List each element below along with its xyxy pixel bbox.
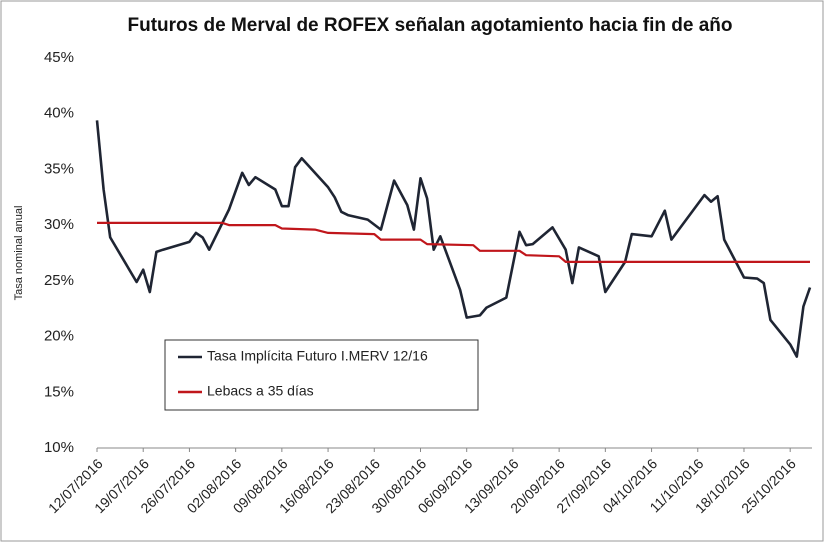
y-tick-label: 35% xyxy=(44,160,74,177)
line-series xyxy=(95,120,812,358)
y-tick-label: 30% xyxy=(44,216,74,233)
y-axis-label: Tasa nominal anual xyxy=(13,206,25,301)
legend-label: Lebacs a 35 días xyxy=(207,383,314,399)
line-series xyxy=(97,221,810,263)
y-tick-label: 20% xyxy=(44,328,74,345)
legend-label: Tasa Implícita Futuro I.MERV 12/16 xyxy=(207,348,428,364)
y-tick-label: 10% xyxy=(44,439,74,456)
y-tick-label: 45% xyxy=(44,49,74,66)
chart-title: Futuros de Merval de ROFEX señalan agota… xyxy=(128,15,733,36)
y-tick-label: 15% xyxy=(44,383,74,400)
y-tick-label: 40% xyxy=(44,105,74,122)
legend xyxy=(164,339,479,411)
y-tick-label: 25% xyxy=(44,272,74,289)
